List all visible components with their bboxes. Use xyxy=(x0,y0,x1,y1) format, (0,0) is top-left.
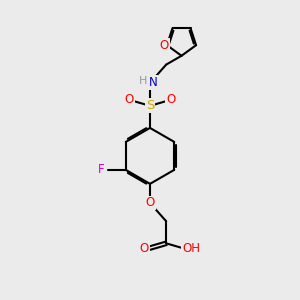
Text: N: N xyxy=(148,76,157,89)
Text: O: O xyxy=(140,242,149,255)
Text: O: O xyxy=(125,93,134,106)
Text: O: O xyxy=(159,39,169,52)
Text: H: H xyxy=(139,76,148,85)
Text: O: O xyxy=(166,93,175,106)
Text: O: O xyxy=(146,196,154,209)
Text: F: F xyxy=(98,164,104,176)
Text: OH: OH xyxy=(182,242,200,255)
Text: S: S xyxy=(146,99,154,112)
